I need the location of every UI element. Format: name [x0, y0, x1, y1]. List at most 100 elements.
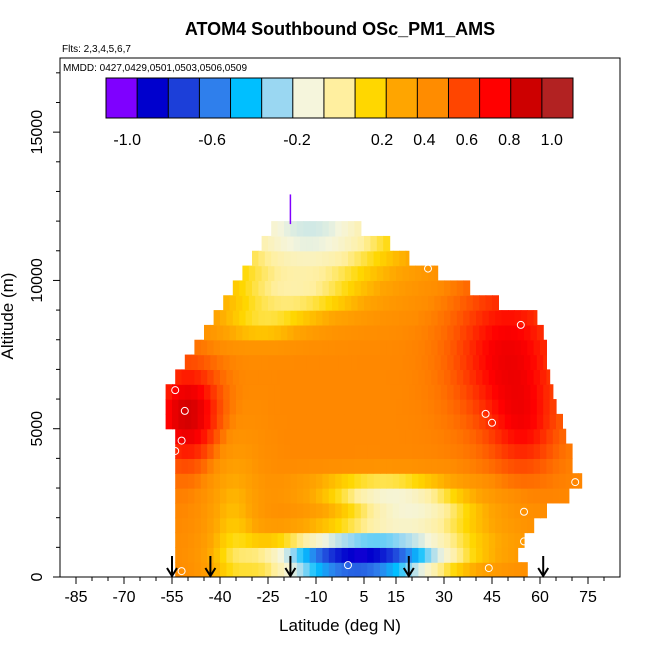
- heatmap-cell: [396, 324, 403, 341]
- heatmap-cell: [495, 458, 503, 474]
- heatmap-cell: [469, 488, 477, 504]
- heatmap-cell: [220, 443, 227, 459]
- heatmap-cell: [322, 310, 330, 326]
- heatmap-cell: [341, 488, 349, 504]
- heatmap-cell: [268, 354, 275, 370]
- heatmap-cell: [309, 250, 317, 267]
- heatmap-cell: [421, 384, 429, 400]
- heatmap-cell: [508, 339, 515, 356]
- sonde-point: [520, 507, 528, 516]
- heatmap-cell: [520, 517, 528, 534]
- heatmap-cell: [450, 369, 458, 385]
- heatmap-cell: [508, 517, 515, 534]
- heatmap-cell: [303, 547, 311, 563]
- heatmap-cell: [303, 532, 311, 548]
- heatmap-cell: [392, 473, 400, 489]
- heatmap-cell: [415, 399, 423, 415]
- heatmap-cell: [556, 413, 563, 430]
- heatmap-cell: [188, 502, 195, 519]
- heatmap-cell: [488, 502, 496, 519]
- heatmap-cell: [332, 324, 339, 341]
- heatmap-cell: [533, 488, 541, 504]
- heatmap-cell: [453, 413, 461, 430]
- sonde-point: [516, 320, 525, 329]
- heatmap-cell: [200, 458, 208, 474]
- heatmap-cell: [348, 473, 355, 489]
- heatmap-cell: [402, 413, 410, 430]
- heatmap-cell: [392, 369, 400, 385]
- heatmap-cell: [540, 473, 547, 489]
- colorbar-swatch: [261, 78, 294, 118]
- heatmap-cell: [396, 384, 403, 400]
- heatmap-cell: [284, 280, 291, 296]
- heatmap-cell: [258, 488, 266, 504]
- heatmap-cell: [261, 399, 269, 415]
- heatmap-cell: [348, 562, 355, 577]
- heatmap-cell: [271, 369, 279, 385]
- heatmap-cell: [501, 562, 509, 577]
- heatmap-cell: [469, 443, 477, 459]
- heatmap-cell: [501, 339, 509, 356]
- heatmap-cell: [456, 458, 464, 474]
- heatmap-cell: [447, 295, 455, 311]
- colorbar-tick-label: -0.6: [198, 132, 226, 149]
- heatmap-cell: [245, 310, 253, 326]
- heatmap-cell: [386, 532, 394, 548]
- heatmap-cell: [181, 488, 189, 504]
- heatmap-cell: [290, 473, 298, 489]
- heatmap-cell: [248, 324, 256, 341]
- heatmap-cell: [367, 369, 375, 385]
- heatmap-cell: [229, 399, 237, 415]
- heatmap-cell: [405, 339, 413, 356]
- heatmap-cell: [309, 310, 317, 326]
- heatmap-cell: [360, 532, 368, 548]
- heatmap-cell: [463, 428, 471, 445]
- heatmap-cell: [431, 443, 439, 459]
- heatmap-cell: [392, 502, 400, 519]
- heatmap-cell: [367, 562, 375, 577]
- heatmap-cell: [213, 532, 221, 548]
- heatmap-cell: [508, 502, 515, 519]
- heatmap-cell: [287, 235, 295, 252]
- heatmap-cell: [328, 428, 336, 445]
- heatmap-cell: [524, 354, 531, 370]
- heatmap-cell: [268, 413, 275, 430]
- heatmap-cell: [437, 517, 445, 534]
- heatmap-cell: [405, 502, 413, 519]
- heatmap-cell: [245, 488, 253, 504]
- heatmap-cell: [287, 413, 295, 430]
- heatmap-cell: [354, 280, 362, 296]
- heatmap-cell: [252, 369, 259, 385]
- heatmap-cell: [184, 354, 192, 370]
- heatmap-cell: [450, 562, 458, 577]
- x-tick-label: -85: [64, 589, 87, 606]
- heatmap-cell: [335, 310, 343, 326]
- heatmap-cell: [479, 354, 487, 370]
- heatmap-cell: [437, 547, 445, 563]
- heatmap-cell: [284, 339, 291, 356]
- heatmap-cell: [514, 310, 522, 326]
- heatmap-cell: [434, 354, 442, 370]
- colorbar-swatch: [417, 78, 449, 118]
- heatmap-cell: [389, 384, 397, 400]
- heatmap-cell: [351, 399, 359, 415]
- heatmap-cell: [277, 517, 285, 534]
- heatmap-cell: [444, 428, 451, 445]
- heatmap-cell: [501, 473, 509, 489]
- heatmap-cell: [437, 280, 445, 296]
- heatmap-cell: [264, 339, 272, 356]
- heatmap-cell: [456, 517, 464, 534]
- heatmap-cell: [418, 517, 426, 534]
- arrow-head: [166, 567, 178, 578]
- heatmap-cell: [200, 562, 208, 577]
- heatmap-cell: [376, 384, 384, 400]
- heatmap-cell: [415, 384, 423, 400]
- heatmap-cell: [255, 354, 263, 370]
- heatmap-cell: [517, 324, 525, 341]
- heatmap-cell: [364, 324, 371, 341]
- heatmap-cell: [444, 369, 451, 385]
- heatmap-cell: [514, 562, 522, 577]
- heatmap-cell: [207, 502, 215, 519]
- heatmap-cell: [181, 547, 189, 563]
- heatmap-cell: [328, 250, 336, 267]
